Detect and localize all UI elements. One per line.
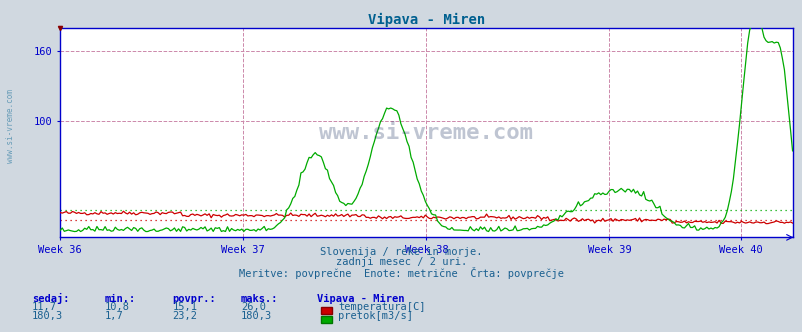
Text: min.:: min.: xyxy=(104,294,136,304)
Text: 26,0: 26,0 xyxy=(241,302,265,312)
Text: sedaj:: sedaj: xyxy=(32,293,70,304)
Text: www.si-vreme.com: www.si-vreme.com xyxy=(6,89,15,163)
Text: 1,7: 1,7 xyxy=(104,311,123,321)
Text: 10,8: 10,8 xyxy=(104,302,129,312)
Text: maks.:: maks.: xyxy=(241,294,278,304)
Text: 23,2: 23,2 xyxy=(172,311,197,321)
Text: pretok[m3/s]: pretok[m3/s] xyxy=(338,311,412,321)
Text: zadnji mesec / 2 uri.: zadnji mesec / 2 uri. xyxy=(335,257,467,267)
Text: Meritve: povprečne  Enote: metrične  Črta: povprečje: Meritve: povprečne Enote: metrične Črta:… xyxy=(239,267,563,279)
Text: 11,7: 11,7 xyxy=(32,302,57,312)
Text: 180,3: 180,3 xyxy=(32,311,63,321)
Text: Vipava - Miren: Vipava - Miren xyxy=(317,294,404,304)
Text: Slovenija / reke in morje.: Slovenija / reke in morje. xyxy=(320,247,482,257)
Title: Vipava - Miren: Vipava - Miren xyxy=(367,13,484,27)
Text: 180,3: 180,3 xyxy=(241,311,272,321)
Text: temperatura[C]: temperatura[C] xyxy=(338,302,425,312)
Text: 15,1: 15,1 xyxy=(172,302,197,312)
Text: www.si-vreme.com: www.si-vreme.com xyxy=(319,123,533,143)
Text: povpr.:: povpr.: xyxy=(172,294,216,304)
